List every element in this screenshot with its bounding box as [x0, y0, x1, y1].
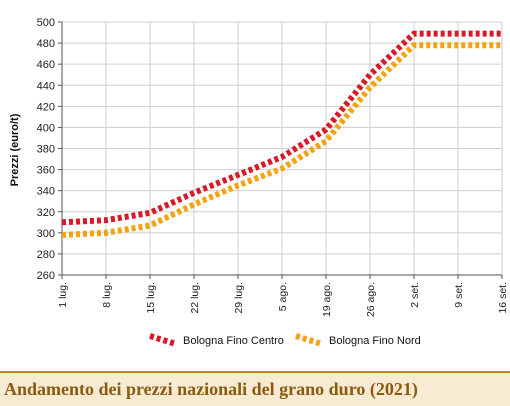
y-tick-label: 400: [37, 122, 55, 134]
y-tick-label: 460: [37, 59, 55, 71]
y-axis-label: Prezzi (euro/t): [9, 113, 21, 186]
x-tick-label: 9 set.: [453, 282, 465, 308]
x-tick-label: 1 lug.: [57, 282, 69, 308]
x-tick-label: 5 ago.: [277, 282, 289, 311]
x-axis-ticks: 1 lug. 8 lug. 15 lug. 22 lug. 29 lug. 5 ago. 1…: [57, 275, 509, 317]
price-chart: 260280300320340360380400420440460480500 …: [9, 17, 509, 347]
grid-lines: [61, 21, 503, 276]
legend-label-1: Bologna Fino Nord: [329, 335, 421, 347]
x-tick-label: 22 lug.: [189, 282, 201, 314]
y-tick-label: 340: [37, 186, 55, 198]
legend-swatch-0: [149, 333, 177, 347]
x-tick-label: 19 ago.: [321, 282, 333, 317]
series-line-1: [61, 42, 502, 238]
y-tick-label: 420: [37, 101, 55, 113]
x-tick-label: 2 set.: [409, 282, 421, 308]
legend: Bologna Fino Centro Bologna Fino Nord: [149, 333, 421, 347]
x-tick-label: 26 ago.: [365, 282, 377, 317]
y-tick-label: 320: [37, 207, 55, 219]
y-axis-ticks: 260 280 300 320 340 360 380 400 420 440 460 480 500: [37, 17, 62, 282]
legend-label-0: Bologna Fino Centro: [183, 335, 284, 347]
y-tick-label: 480: [37, 38, 55, 50]
chart-caption: Andamento dei prezzi nazionali del grano…: [4, 379, 418, 399]
y-tick-label: 260: [37, 270, 55, 282]
caption-bar: Andamento dei prezzi nazionali del grano…: [0, 371, 510, 406]
y-tick-label: 360: [37, 165, 55, 177]
x-tick-label: 8 lug.: [101, 282, 113, 308]
x-tick-label: 15 lug.: [145, 282, 157, 314]
y-tick-label: 300: [37, 228, 55, 240]
x-tick-label: 29 lug.: [233, 282, 245, 314]
y-tick-label: 440: [37, 80, 55, 92]
y-tick-label: 380: [37, 144, 55, 156]
legend-swatch-1: [295, 333, 323, 347]
series-line-0: [61, 30, 502, 226]
y-tick-label: 500: [37, 17, 55, 29]
y-tick-label: 280: [37, 249, 55, 261]
series-lines: [61, 30, 502, 238]
x-tick-label: 16 set.: [497, 282, 509, 314]
